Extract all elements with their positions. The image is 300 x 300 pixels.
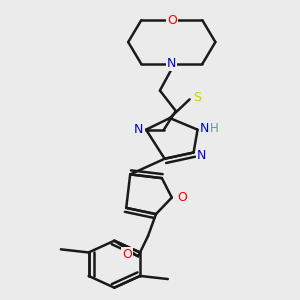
Text: O: O xyxy=(177,191,187,204)
Text: N: N xyxy=(200,122,209,135)
Text: S: S xyxy=(194,91,202,104)
Text: N: N xyxy=(134,123,144,136)
Text: O: O xyxy=(122,248,132,261)
Text: N: N xyxy=(197,149,206,162)
Text: O: O xyxy=(167,14,177,27)
Text: N: N xyxy=(167,58,176,70)
Text: H: H xyxy=(210,122,219,135)
